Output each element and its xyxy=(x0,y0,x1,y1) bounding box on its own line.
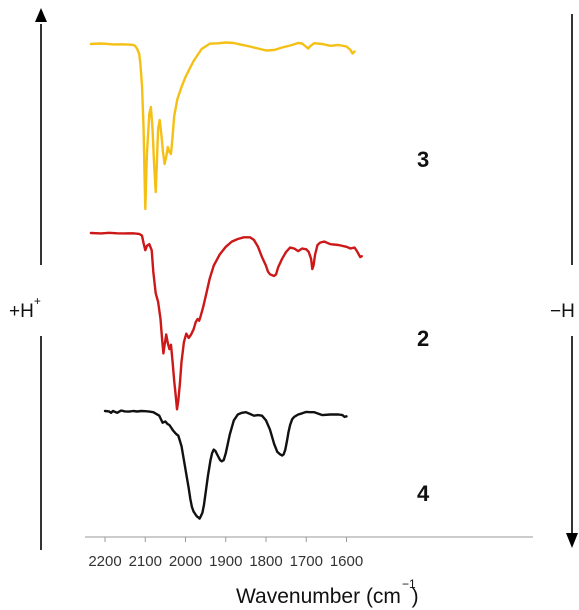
x-axis-label-main: Wavenumber (cm xyxy=(236,585,401,608)
x-axis-label-close: ) xyxy=(412,585,419,608)
right-arrow-label: −H xyxy=(550,301,575,322)
left-arrow-label-sup: + xyxy=(34,294,41,308)
right-arrow-head xyxy=(566,533,578,548)
x-tick-label: 2200 xyxy=(88,553,121,570)
spectrum-line-2 xyxy=(89,231,363,411)
left-arrow-head xyxy=(35,8,47,22)
x-tick-label: 1700 xyxy=(290,553,323,570)
x-tick-label: 1900 xyxy=(209,553,242,570)
x-axis-label-sup: −1 xyxy=(402,577,416,591)
x-tick-label: 1800 xyxy=(249,553,282,570)
right-arrow xyxy=(566,14,578,548)
spectrum-line-4 xyxy=(103,409,348,520)
left-arrow-label-text: +H xyxy=(9,301,34,322)
x-tick-label: 1600 xyxy=(330,553,363,570)
trace-label-3: 3 xyxy=(417,147,429,172)
left-arrow-label: +H+ xyxy=(9,294,41,322)
trace-labels: 3 2 4 xyxy=(417,147,430,506)
x-axis-label: Wavenumber (cm−1) xyxy=(236,577,419,608)
spectrum-line-3 xyxy=(89,41,356,211)
trace-label-2: 2 xyxy=(417,326,429,351)
left-arrow xyxy=(35,8,47,550)
series-layer xyxy=(89,41,363,520)
x-ticks: 2200 2100 2000 1900 1800 1700 1600 xyxy=(88,537,363,570)
x-tick-label: 2100 xyxy=(129,553,162,570)
trace-label-4: 4 xyxy=(417,481,430,506)
x-tick-label: 2000 xyxy=(169,553,202,570)
